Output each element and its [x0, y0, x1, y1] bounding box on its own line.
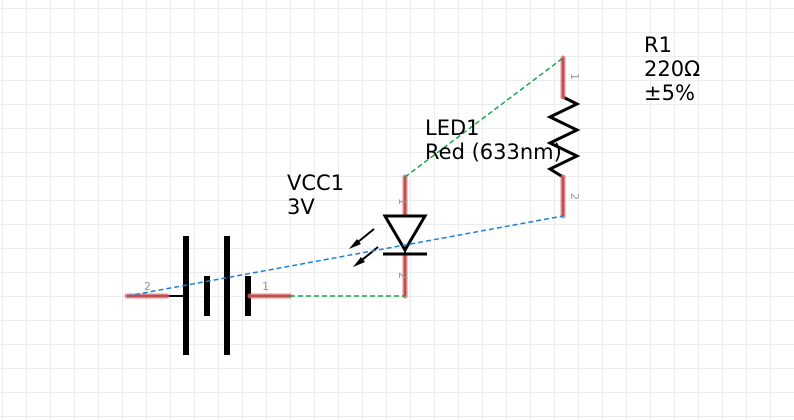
- wire-led-to-resistor[interactable]: [404, 57, 564, 178]
- led-emission-arrows-icon: [349, 228, 379, 267]
- resistor-r1[interactable]: 1 2: [546, 55, 581, 219]
- led1-ref: LED1: [425, 116, 480, 140]
- battery-vcc1[interactable]: 2 1: [124, 236, 293, 355]
- led-pin-2-number: 2: [396, 272, 409, 279]
- r1-tolerance: ±5%: [644, 81, 695, 105]
- led-triangle: [382, 214, 428, 253]
- battery-pin-2-number: 2: [144, 280, 151, 293]
- resistor-zigzag: [546, 95, 581, 179]
- led1-label: LED1 Red (633nm): [425, 116, 562, 164]
- r1-ref: R1: [644, 33, 672, 57]
- wire-battery-to-resistor[interactable]: [126, 215, 564, 297]
- led-pin-1-number: 1: [396, 198, 409, 205]
- led1-value: Red (633nm): [425, 140, 562, 164]
- r1-label: R1 220Ω ±5%: [644, 33, 700, 105]
- vcc1-value: 3V: [287, 195, 315, 219]
- vcc1-ref: VCC1: [287, 171, 345, 195]
- r1-value: 220Ω: [644, 57, 701, 81]
- battery-pin-1-number: 1: [262, 280, 269, 293]
- resistor-pin-2-number: 2: [568, 193, 581, 200]
- vcc1-label: VCC1 3V: [287, 171, 344, 219]
- led-led1[interactable]: 1 2: [349, 174, 428, 299]
- resistor-pin-1-number: 1: [568, 73, 581, 80]
